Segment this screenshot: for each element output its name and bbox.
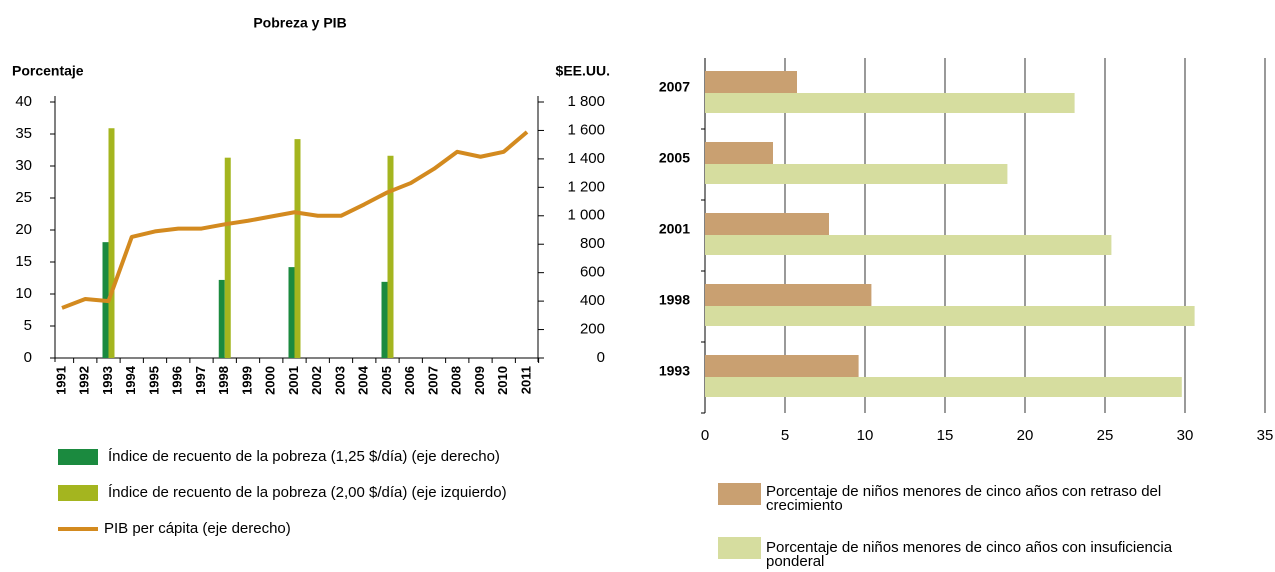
y2-axis-label: $EE.UU. [556, 63, 610, 79]
x-tick-label: 1992 [77, 366, 92, 395]
x-tick-label: 1995 [146, 366, 161, 395]
bar [381, 281, 388, 358]
line [61, 130, 529, 310]
x-tick-label: 1997 [193, 366, 208, 395]
y2-tick-label: 1 000 [567, 207, 605, 224]
y-tick-label: 1993 [659, 363, 690, 379]
y2-tick-label: 1 400 [567, 150, 605, 167]
x-tick-label: 2008 [449, 366, 464, 395]
x-tick-label: 2007 [425, 366, 440, 395]
legend-swatch [718, 483, 761, 505]
y2-tick-label: 400 [580, 292, 605, 309]
bar [108, 128, 115, 358]
x-tick-label: 15 [937, 427, 954, 444]
x-tick-label: 2009 [472, 366, 487, 395]
y-tick-label: 40 [15, 93, 32, 110]
x-tick-label: 1994 [123, 365, 138, 395]
legend-label: PIB per cápita (eje derecho) [104, 520, 291, 537]
x-tick-label: 10 [857, 427, 874, 444]
y-axis-label: Porcentaje [12, 63, 84, 79]
x-tick-label: 1991 [53, 366, 68, 395]
legend-swatch [58, 485, 98, 501]
bar [705, 71, 797, 93]
y2-tick-label: 800 [580, 235, 605, 252]
bar [294, 139, 301, 358]
bar [387, 155, 394, 358]
bar [705, 306, 1195, 326]
legend-label: Porcentaje de niños menores de cinco año… [766, 483, 1162, 514]
x-tick-label: 5 [781, 427, 789, 444]
bar [288, 267, 295, 358]
x-tick-label: 0 [701, 427, 709, 444]
legend-label: Porcentaje de niños menores de cinco año… [766, 539, 1173, 570]
x-tick-label: 20 [1017, 427, 1034, 444]
bar [224, 157, 231, 358]
x-tick-label: 1998 [216, 366, 231, 395]
chart-title: Pobreza y PIB [253, 15, 346, 31]
x-tick-label: 25 [1097, 427, 1114, 444]
x-tick-label: 2006 [402, 366, 417, 395]
bar [218, 279, 225, 358]
x-tick-label: 2011 [518, 366, 533, 394]
y2-tick-label: 1 800 [567, 93, 605, 110]
y-tick-label: 15 [15, 253, 32, 270]
bar [705, 93, 1075, 113]
y-tick-label: 10 [15, 285, 32, 302]
x-tick-label: 2001 [286, 366, 301, 395]
y2-tick-label: 200 [580, 321, 605, 338]
y-tick-label: 5 [24, 317, 32, 334]
x-tick-label: 1993 [100, 366, 115, 395]
y-tick-label: 0 [24, 349, 32, 366]
y2-tick-label: 1 600 [567, 121, 605, 138]
bar [705, 164, 1008, 184]
y-tick-label: 25 [15, 189, 32, 206]
y-tick-label: 2007 [659, 79, 690, 95]
y-tick-label: 2005 [659, 150, 690, 166]
bar [705, 284, 872, 306]
y-tick-label: 1998 [659, 292, 690, 308]
x-tick-label: 35 [1257, 427, 1274, 444]
x-tick-label: 2010 [495, 366, 510, 395]
legend-swatch [718, 537, 761, 559]
legend-label: Índice de recuento de la pobreza (2,00 $… [108, 484, 507, 501]
x-tick-label: 1999 [239, 366, 254, 395]
x-tick-label: 2002 [309, 366, 324, 395]
y-tick-label: 35 [15, 125, 32, 142]
y-tick-label: 2001 [659, 221, 690, 237]
bar [705, 355, 859, 377]
x-tick-label: 30 [1177, 427, 1194, 444]
bar [705, 142, 773, 164]
y2-tick-label: 1 200 [567, 178, 605, 195]
bar [705, 377, 1182, 397]
x-tick-label: 2005 [379, 366, 394, 395]
x-tick-label: 2000 [263, 366, 278, 395]
bar [705, 235, 1112, 255]
x-tick-label: 2004 [356, 365, 371, 395]
x-tick-label: 1996 [170, 366, 185, 395]
y-tick-label: 30 [15, 157, 32, 174]
legend-label: Índice de recuento de la pobreza (1,25 $… [108, 448, 500, 465]
bar [705, 213, 829, 235]
y2-tick-label: 600 [580, 264, 605, 281]
legend-swatch [58, 449, 98, 465]
x-tick-label: 2003 [332, 366, 347, 395]
y-tick-label: 20 [15, 221, 32, 238]
y2-tick-label: 0 [597, 349, 605, 366]
